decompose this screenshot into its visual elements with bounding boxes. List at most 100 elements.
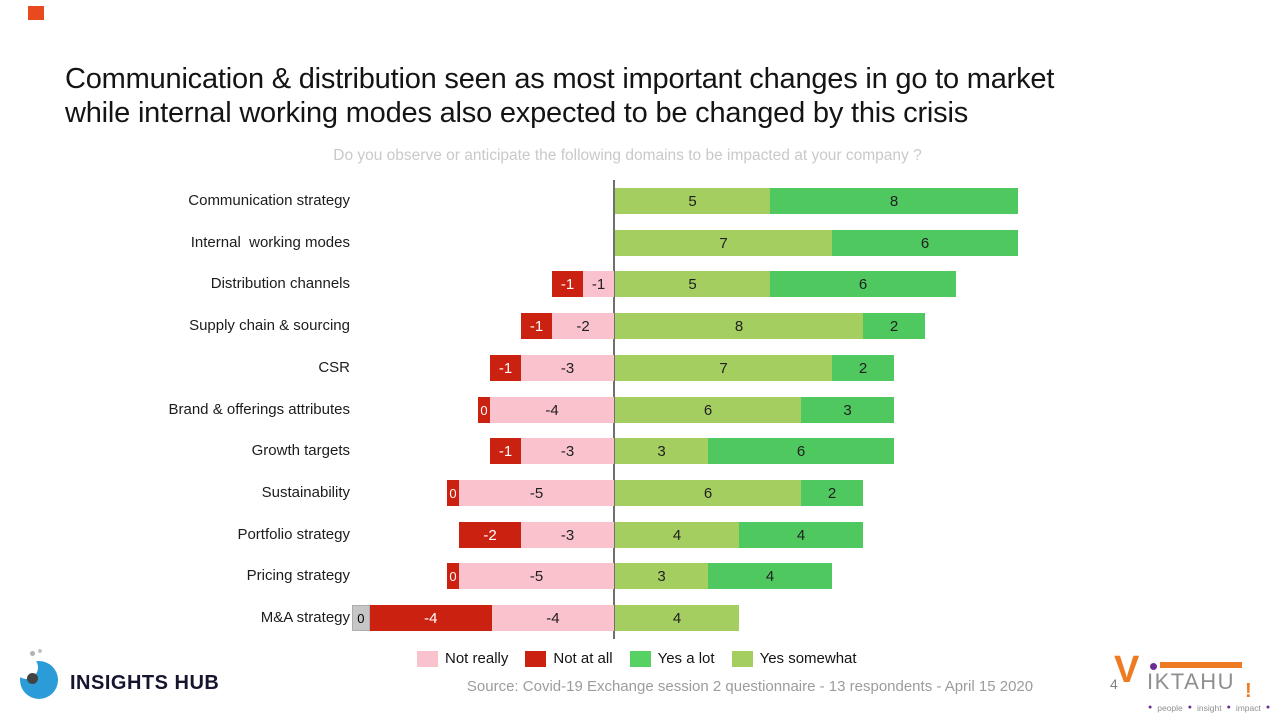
tagline-bullet-icon: ●	[1226, 704, 1231, 711]
viktahu-purple-dot-icon	[1150, 663, 1157, 670]
insights-hub-core-dot-icon	[27, 673, 38, 684]
bar-segment-yes-a-lot: 2	[801, 480, 863, 506]
bar-segment-not-really: -2	[552, 313, 614, 339]
bar-segment-yes-a-lot: 8	[770, 188, 1018, 214]
bar-segment-yes-a-lot: 4	[739, 522, 863, 548]
bar-segment-yes-a-lot: 6	[708, 438, 894, 464]
bar-value-label: -4	[546, 609, 560, 627]
insights-hub-dot-icon	[38, 649, 42, 653]
viktahu-exclamation: !	[1245, 680, 1252, 702]
bar-value-label: -1	[498, 359, 513, 377]
category-label: Portfolio strategy	[237, 526, 350, 543]
bar-segment-yes-somewhat: 8	[615, 313, 863, 339]
bar-value-label: -5	[529, 567, 544, 585]
zero-chip-red: 0	[478, 397, 490, 423]
category-label: Pricing strategy	[246, 567, 350, 584]
bar-value-label: 6	[920, 234, 930, 252]
bar-value-label: 4	[765, 567, 775, 585]
bar-segment-yes-somewhat: 3	[615, 438, 708, 464]
bar-segment-not-really: -5	[459, 563, 614, 589]
bar-segment-not-really: -3	[521, 438, 614, 464]
legend-item: Not at all	[525, 650, 613, 667]
bar-value-label: 7	[719, 359, 728, 377]
bar-segment-yes-somewhat: 6	[615, 397, 801, 423]
bar-row-left: -1 -3	[352, 438, 614, 464]
bar-value-label: -1	[560, 275, 575, 293]
bar-segment-yes-somewhat: 7	[615, 355, 832, 381]
page-title-line2: while internal working modes also expect…	[65, 97, 969, 129]
viktahu-orange-bar	[1160, 662, 1242, 668]
bar-row-left: -2 -3	[352, 522, 614, 548]
legend-label: Not at all	[553, 650, 613, 667]
bar-row-left: -1 -2	[352, 313, 614, 339]
bar-value-label: 6	[796, 442, 806, 460]
viktahu-logo: 4 V IKTAHU ! ● people ● insight ● impact ●	[1088, 645, 1278, 717]
bar-value-label: 4	[672, 526, 682, 544]
tagline-word: insight	[1197, 703, 1222, 713]
bar-value-label: -1	[591, 275, 606, 293]
chart-question-subtitle: Do you observe or anticipate the followi…	[333, 147, 922, 164]
bar-segment-yes-somewhat: 4	[615, 605, 739, 631]
bar-segment-yes-somewhat: 6	[615, 480, 801, 506]
tagline-bullet-icon: ●	[1187, 704, 1192, 711]
page-title: Communication & distribution seen as mos…	[65, 62, 1215, 130]
bar-value-label: 5	[688, 192, 697, 210]
bar-value-label: 8	[889, 192, 899, 210]
zero-chip-gray: 0	[352, 605, 370, 631]
bar-row-left: -1 -3	[352, 355, 614, 381]
legend-label: Not really	[445, 650, 509, 667]
slide-corner-marker	[28, 6, 44, 20]
bar-value-label: -4	[424, 609, 438, 627]
bar-row-left: 0 -4 -4	[352, 605, 614, 631]
bar-segment-yes-somewhat: 7	[615, 230, 832, 256]
tagline-bullet-icon: ●	[1265, 704, 1271, 711]
legend-item: Yes somewhat	[731, 650, 857, 667]
bar-value-label: 2	[889, 317, 899, 335]
bar-segment-not-at-all: -1	[552, 271, 583, 297]
category-label: Distribution channels	[210, 275, 350, 292]
category-label: Sustainability	[261, 484, 350, 501]
bar-segment-yes-a-lot: 6	[832, 230, 1018, 256]
bar-value-label: 5	[688, 275, 697, 293]
viktahu-tagline: ● people ● insight ● impact ●	[1148, 703, 1270, 713]
bar-segment-yes-somewhat: 4	[615, 522, 739, 548]
tagline-word: impact	[1235, 703, 1261, 713]
insights-hub-logo: INSIGHTS HUB	[14, 648, 234, 712]
tagline-bullet-icon: ●	[1148, 704, 1153, 711]
category-label: Communication strategy	[188, 192, 350, 209]
source-text: Source: Covid-19 Exchange session 2 ques…	[466, 678, 1034, 695]
bar-segment-yes-somewhat: 5	[615, 188, 770, 214]
bar-value-label: 8	[734, 317, 744, 335]
bar-segment-yes-a-lot: 2	[863, 313, 925, 339]
category-label: Supply chain & sourcing	[189, 317, 350, 334]
bar-segment-not-really: -3	[521, 522, 614, 548]
bar-value-label: -2	[483, 526, 497, 544]
bar-segment-not-at-all: -1	[521, 313, 552, 339]
bar-row-left: 0 -5	[352, 563, 614, 589]
bar-value-label: 3	[843, 401, 852, 419]
viktahu-v-letter: V	[1114, 649, 1140, 691]
bar-segment-not-really: -4	[490, 397, 614, 423]
legend-swatch-icon	[525, 650, 547, 667]
bar-value-label: -3	[560, 359, 575, 377]
bar-value-label: 3	[657, 442, 666, 460]
bar-segment-yes-a-lot: 2	[832, 355, 894, 381]
bar-value-label: -1	[498, 442, 513, 460]
category-label: M&A strategy	[260, 609, 350, 626]
legend-item: Yes a lot	[629, 650, 715, 667]
legend-swatch-icon	[417, 650, 438, 667]
bar-segment-not-at-all: -4	[369, 605, 492, 631]
bar-row-right: 4	[615, 605, 739, 631]
viktahu-wordmark: IKTAHU	[1147, 669, 1236, 694]
page-number: 4	[1110, 676, 1118, 692]
bar-value-label: -4	[545, 401, 559, 419]
zero-chip-red: 0	[447, 563, 459, 589]
